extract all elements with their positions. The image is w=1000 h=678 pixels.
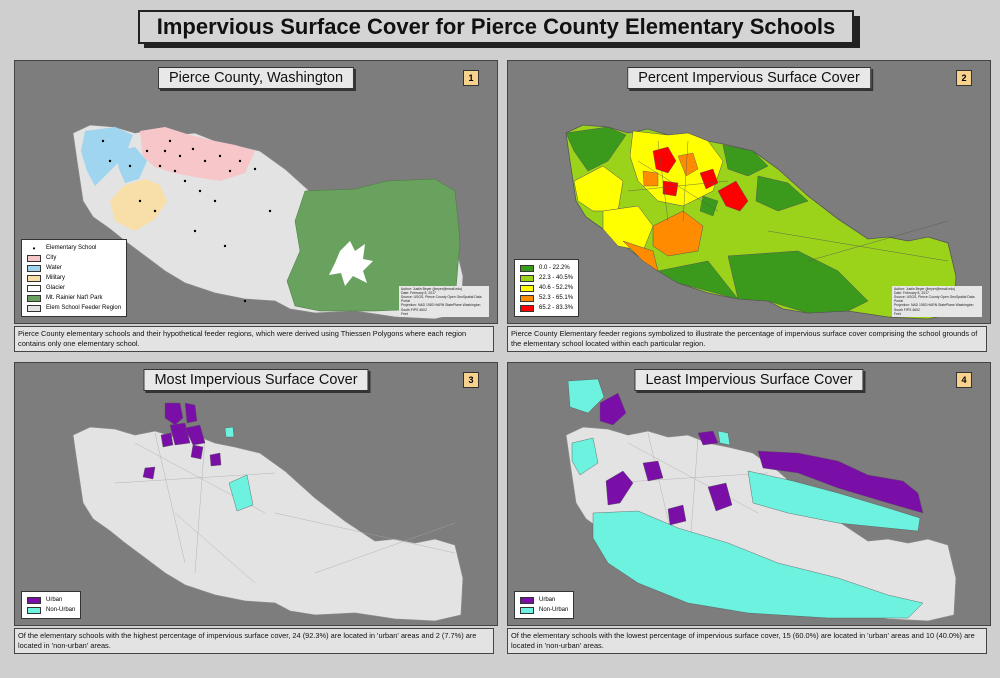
legend-swatch [520,284,534,292]
legend-item: 40.6 - 52.2% [520,283,573,293]
legend-label: City [46,255,57,261]
legend-label: 40.6 - 52.2% [539,285,574,291]
page-title: Impervious Surface Cover for Pierce Coun… [138,10,854,44]
panel-4-caption: Of the elementary schools with the lowes… [507,628,987,654]
legend-item: Water [27,263,121,273]
panel-1-credit: Author: Justin Beyer (jbeyer@email.edu) D… [399,285,489,317]
panel-3-number: 3 [463,372,479,388]
map-impervious-cover: Percent Impervious Surface Cover 2 0.0 -… [507,60,991,324]
panel-3-legend: Urban Non-Urban [21,591,82,619]
legend-label: 52.3 - 65.1% [539,295,574,301]
panel-2-legend: 0.0 - 22.2% 22.3 - 40.5% 40.6 - 52.2% 52.3 … [514,259,580,317]
panel-3-caption: Of the elementary schools with the highe… [14,628,494,654]
legend-item: 22.3 - 40.5% [520,273,573,283]
legend-item: Glacier [27,283,121,293]
panel-2-credit: Author: Justin Beyer (jbeyer@email.edu) D… [892,285,982,317]
panel-1-number: 1 [463,70,479,86]
legend-item: 65.2 - 83.3% [520,303,573,313]
panel-2-number: 2 [956,70,972,86]
panel-1: Pierce County, Washington 1 • Elementary … [14,60,498,376]
legend-swatch [520,294,534,302]
panel-3-title: Most Impervious Surface Cover [143,369,369,391]
legend-swatch [27,606,41,614]
legend-item: Mt. Rainier Nat'l Park [27,293,121,303]
legend-label: 22.3 - 40.5% [539,275,574,281]
legend-label: Water [46,265,62,271]
panel-4: Least Impervious Surface Cover 4 Urban No… [507,362,991,678]
legend-item: Elem School Feeder Region [27,303,121,313]
map-most-impervious: Most Impervious Surface Cover 3 Urban Non… [14,362,498,626]
legend-swatch [520,596,534,604]
legend-item: Military [27,273,121,283]
legend-swatch [520,274,534,282]
panel-2-caption: Pierce County Elementary feeder regions … [507,326,987,352]
legend-swatch [520,304,534,312]
legend-item: 52.3 - 65.1% [520,293,573,303]
map-pierce-county: Pierce County, Washington 1 • Elementary … [14,60,498,324]
legend-item: Non-Urban [27,605,75,615]
panel-1-legend: • Elementary School City Water Military Glaci… [21,239,128,317]
panel-4-number: 4 [956,372,972,388]
legend-label: 0.0 - 22.2% [539,265,570,271]
legend-label: Military [46,275,65,281]
legend-item: • Elementary School [27,243,121,253]
panel-4-title: Least Impervious Surface Cover [634,369,864,391]
legend-label: Non-Urban [46,607,76,613]
legend-swatch [27,284,41,292]
panel-4-legend: Urban Non-Urban [514,591,575,619]
legend-swatch [27,294,41,302]
legend-item: City [27,253,121,263]
legend-swatch [27,596,41,604]
legend-swatch [520,606,534,614]
panel-3: Most Impervious Surface Cover 3 Urban Non… [14,362,498,678]
legend-label: Urban [539,597,556,603]
legend-item: 0.0 - 22.2% [520,263,573,273]
panel-2-title: Percent Impervious Surface Cover [627,67,871,89]
legend-item: Urban [520,595,568,605]
panel-2: Percent Impervious Surface Cover 2 0.0 -… [507,60,991,376]
legend-label: 65.2 - 83.3% [539,305,574,311]
legend-swatch [520,264,534,272]
legend-label: Urban [46,597,63,603]
school-point-icon: • [32,243,36,253]
legend-label: Elem School Feeder Region [46,305,122,311]
map-least-impervious: Least Impervious Surface Cover 4 Urban No… [507,362,991,626]
legend-label: Glacier [46,285,66,291]
legend-item: Non-Urban [520,605,568,615]
panel-1-caption: Pierce County elementary schools and the… [14,326,494,352]
legend-swatch [27,304,41,312]
legend-swatch [27,254,41,262]
panel-1-title: Pierce County, Washington [157,67,355,89]
legend-swatch [27,264,41,272]
legend-label: Non-Urban [539,607,569,613]
legend-label: Mt. Rainier Nat'l Park [46,295,103,301]
legend-label: Elementary School [46,245,97,251]
legend-item: Urban [27,595,75,605]
legend-swatch [27,274,41,282]
